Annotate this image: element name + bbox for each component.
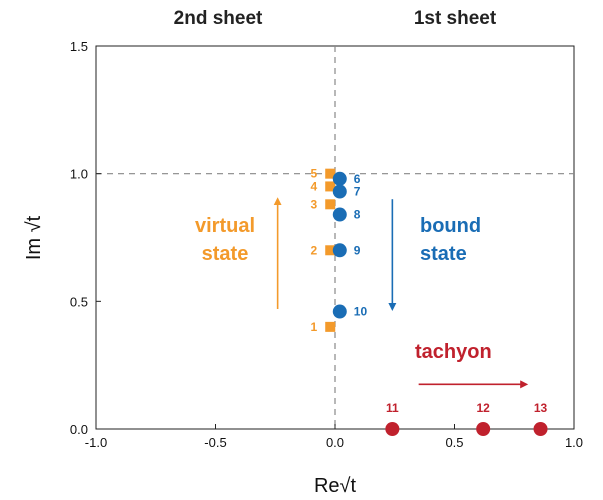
sheet-header-left: 2nd sheet bbox=[174, 8, 263, 29]
point-label: 6 bbox=[354, 172, 361, 186]
annotation-label: bound bbox=[420, 215, 481, 237]
data-point-square bbox=[325, 181, 336, 192]
data-point-circle bbox=[332, 171, 347, 186]
data-point-circle bbox=[332, 207, 347, 222]
point-label: 5 bbox=[311, 167, 318, 181]
data-point-square bbox=[325, 321, 336, 332]
point-label: 3 bbox=[311, 197, 318, 211]
x-tick-label: -0.5 bbox=[204, 435, 226, 450]
x-tick-label: 1.0 bbox=[565, 435, 583, 450]
annotation-label: tachyon bbox=[415, 341, 492, 363]
y-tick-label: 0.0 bbox=[70, 422, 88, 437]
data-point-circle bbox=[533, 422, 548, 436]
data-point-circle bbox=[332, 184, 347, 199]
axis-ticks: -1.0 -0.5 0.0 0.5 1.0 0.0 0.5 1.0 1.5 bbox=[70, 39, 583, 450]
data-point-square bbox=[325, 168, 336, 179]
y-tick-label: 0.5 bbox=[70, 294, 88, 309]
annotation-label: state bbox=[202, 243, 249, 265]
x-tick-label: 0.0 bbox=[326, 435, 344, 450]
x-axis-label: Re√t bbox=[314, 475, 357, 497]
y-tick-label: 1.5 bbox=[70, 39, 88, 54]
point-label: 10 bbox=[354, 305, 368, 319]
point-label: 11 bbox=[386, 401, 399, 415]
x-tick-label: 0.5 bbox=[445, 435, 463, 450]
point-label: 8 bbox=[354, 208, 361, 222]
point-label: 2 bbox=[311, 243, 318, 257]
y-axis-label: Im √t bbox=[23, 215, 45, 260]
point-label: 7 bbox=[354, 185, 361, 199]
x-tick-label: -1.0 bbox=[85, 435, 107, 450]
annotation-labels: virtual state bound state tachyon bbox=[195, 215, 492, 363]
point-label: 4 bbox=[311, 179, 318, 193]
annotation-label: state bbox=[420, 243, 467, 265]
data-point-circle bbox=[476, 422, 491, 436]
y-tick-label: 1.0 bbox=[70, 167, 88, 182]
annotation-arrows bbox=[273, 197, 529, 389]
data-point-square bbox=[325, 199, 336, 210]
data-point-circle bbox=[332, 304, 347, 319]
point-label: 13 bbox=[534, 401, 548, 415]
data-point-circle bbox=[332, 243, 347, 258]
point-label: 1 bbox=[311, 320, 318, 334]
reference-lines bbox=[96, 46, 574, 429]
point-label: 12 bbox=[477, 401, 491, 415]
data-point-square bbox=[325, 245, 336, 256]
data-point-circle bbox=[385, 422, 400, 436]
annotation-label: virtual bbox=[195, 215, 255, 237]
sheet-header-right: 1st sheet bbox=[414, 8, 497, 29]
point-label: 9 bbox=[354, 243, 361, 257]
